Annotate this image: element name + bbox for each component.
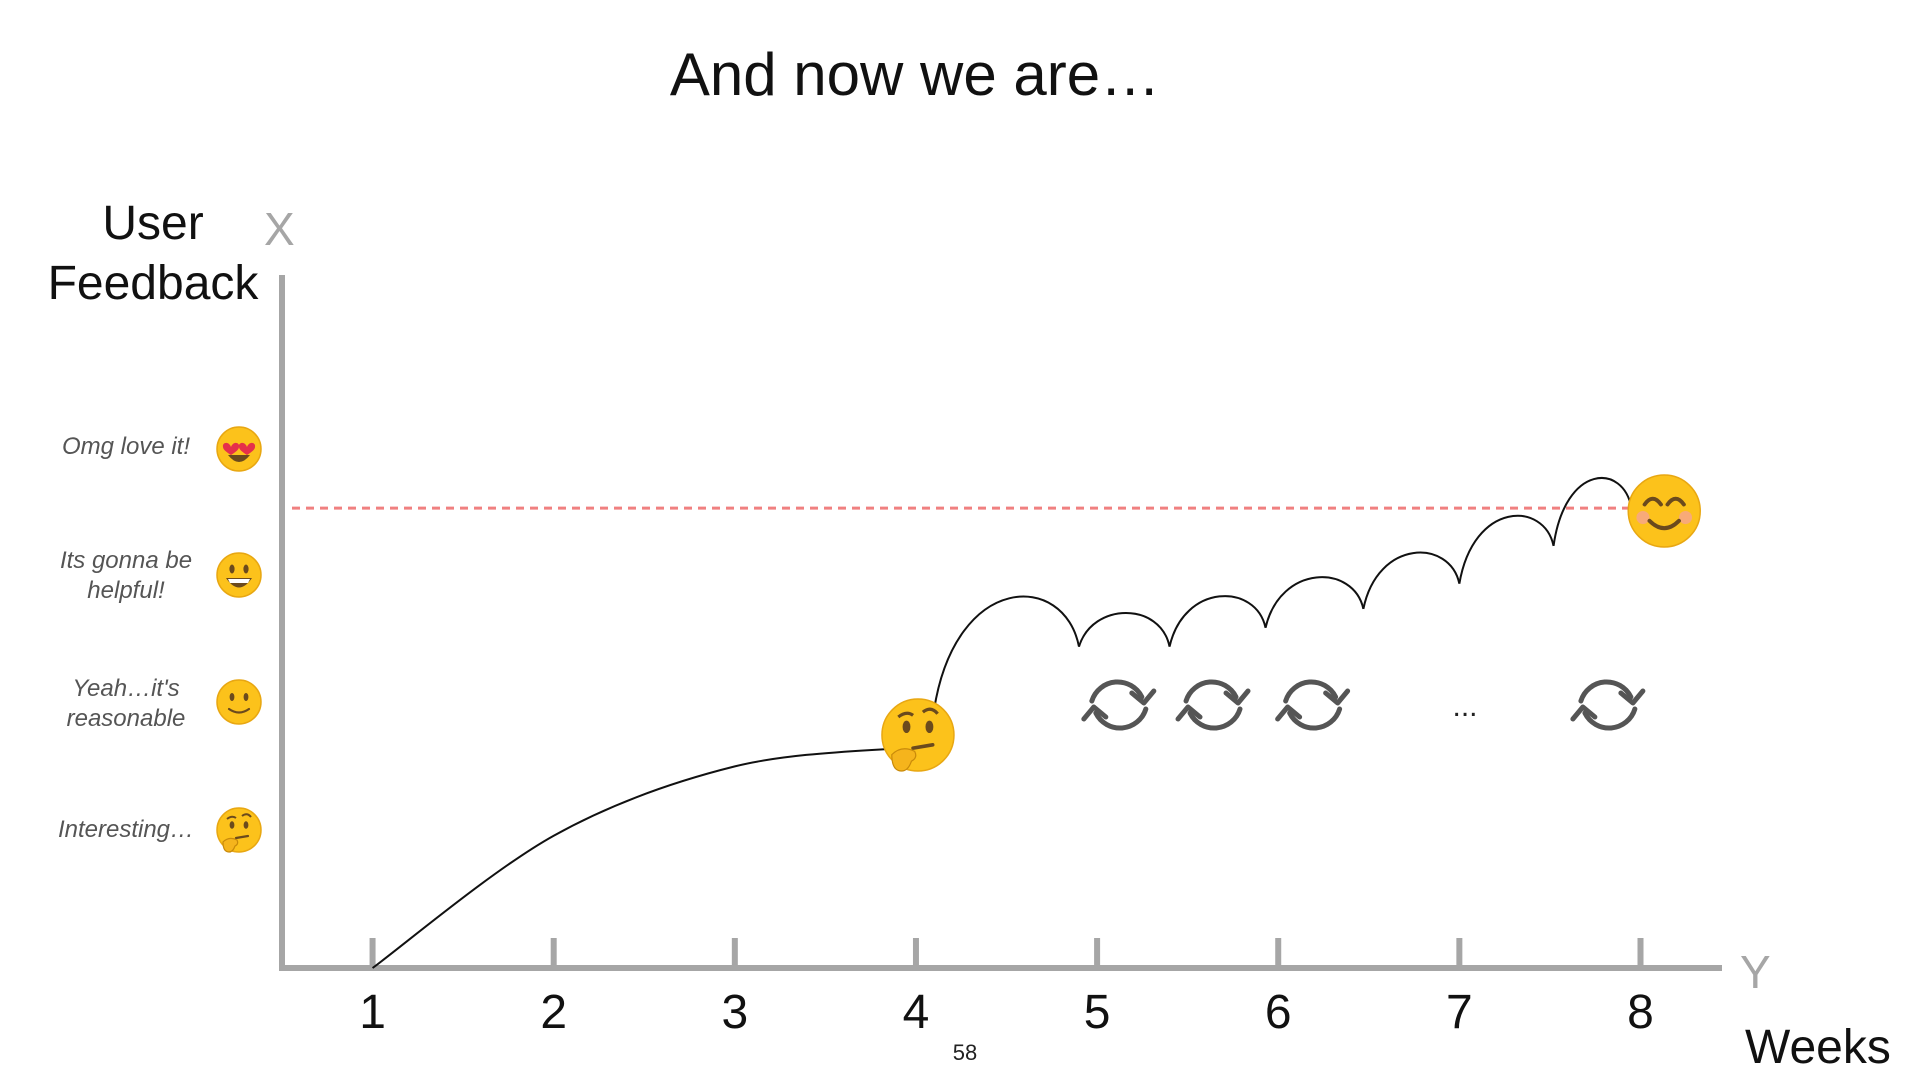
level-label-reasonable: Yeah…it's reasonable	[66, 675, 186, 732]
face-circle	[1627, 474, 1701, 548]
refresh-arc-bottom	[1093, 706, 1149, 731]
iteration-hop-2	[1078, 612, 1171, 647]
cheek	[1678, 511, 1693, 525]
refresh-arc-top	[1089, 679, 1145, 704]
eye	[229, 564, 235, 574]
marker-thinking-face-icon	[881, 698, 955, 772]
x-tick-label-7: 7	[1445, 986, 1473, 1039]
eye	[1642, 496, 1663, 507]
eye	[229, 821, 235, 829]
brow	[241, 813, 252, 818]
slide-title: And now we are…	[669, 41, 1161, 108]
iteration-hop-6	[1458, 514, 1555, 584]
mouth	[234, 834, 250, 840]
mouth	[228, 455, 250, 462]
refresh-arc-top	[1183, 679, 1239, 704]
x-tick-label-4: 4	[902, 986, 930, 1039]
x-axis-letter: Y	[1740, 946, 1771, 998]
slightly-smiling-face-icon	[216, 679, 262, 725]
x-axis-title: Weeks	[1745, 1021, 1891, 1074]
mouth	[227, 707, 251, 714]
x-tick-label-2: 2	[540, 986, 568, 1039]
refresh-arrow-bottom	[1275, 704, 1303, 722]
first-curve	[371, 746, 908, 969]
mouth	[1647, 518, 1681, 531]
x-tick-label-5: 5	[1083, 986, 1111, 1039]
refresh-arrow-bottom	[1570, 704, 1598, 722]
eye	[243, 821, 249, 829]
refresh-icon	[1570, 679, 1646, 731]
iterations-ellipsis: ...	[1452, 690, 1478, 723]
refresh-arc-top	[1578, 679, 1634, 704]
refresh-icon	[1175, 679, 1251, 731]
level-label-interesting: Interesting…	[57, 816, 195, 843]
iteration-hop-1	[933, 595, 1080, 710]
eye	[243, 564, 249, 574]
heart-eye	[222, 442, 240, 455]
iteration-hop-7	[1552, 477, 1633, 547]
refresh-arc-bottom	[1187, 706, 1243, 731]
hand	[222, 837, 239, 853]
refresh-arrow-top	[1618, 688, 1646, 706]
refresh-arrow-top	[1323, 688, 1351, 706]
iteration-hop-3	[1168, 595, 1267, 647]
face-circle	[216, 426, 262, 472]
x-tick-label-1: 1	[359, 986, 386, 1039]
eye	[1665, 496, 1686, 507]
teeth	[228, 579, 250, 583]
refresh-arc-top	[1283, 679, 1339, 704]
y-axis-letter: X	[264, 203, 295, 255]
refresh-arc-bottom	[1582, 706, 1638, 731]
hand	[891, 748, 917, 772]
refresh-icon	[1081, 679, 1157, 731]
level-label-helpful: Its gonna be helpful!	[59, 547, 193, 604]
refresh-arc-bottom	[1287, 706, 1343, 731]
refresh-icon	[1275, 679, 1351, 731]
eye	[243, 693, 249, 701]
x-tick-label-8: 8	[1627, 986, 1654, 1039]
refresh-arrow-bottom	[1081, 704, 1109, 722]
x-tick-label-6: 6	[1264, 986, 1292, 1039]
x-tick-label-3: 3	[721, 986, 749, 1039]
mouth	[911, 743, 935, 750]
face-circle	[216, 679, 262, 725]
refresh-arrow-top	[1223, 688, 1251, 706]
y-axis-title: User Feedback	[47, 197, 259, 310]
refresh-arrow-top	[1129, 688, 1157, 706]
heart-eyes-face-icon	[216, 426, 262, 472]
eye	[925, 720, 934, 734]
eye	[229, 693, 235, 701]
iteration-hop-4	[1264, 576, 1365, 629]
brow	[226, 815, 237, 820]
refresh-arrow-bottom	[1175, 704, 1203, 722]
brow	[897, 711, 915, 719]
marker-smiling-face-icon	[1627, 474, 1701, 548]
cheek	[1636, 511, 1650, 525]
face-circle	[216, 552, 262, 598]
heart-eye	[238, 442, 256, 455]
brow	[921, 707, 939, 715]
eye	[902, 720, 911, 734]
thinking-face-icon	[216, 807, 262, 853]
page-number: 58	[952, 1040, 978, 1065]
iteration-hop-5	[1362, 551, 1461, 610]
level-label-love: Omg love it!	[61, 433, 191, 460]
grinning-face-icon	[216, 552, 262, 598]
